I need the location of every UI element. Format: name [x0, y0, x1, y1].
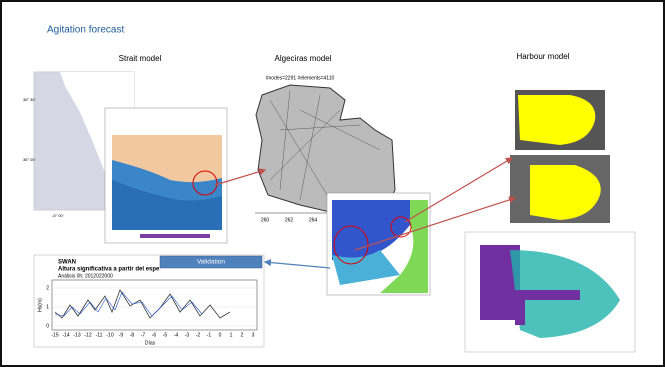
- mesh-annotation: #nodes=2291 #elements=4110: [266, 75, 335, 81]
- chart-title: SWAN: [58, 260, 76, 266]
- chart-subtitle: Altura significativa a partir del espe: [58, 267, 160, 273]
- chart-analysis: Análisis 0h: 2012022000: [58, 273, 113, 279]
- x-tick-label: -12: [84, 332, 91, 338]
- x-tick-label: -3: [185, 332, 190, 338]
- x-tick-label: -8: [130, 332, 135, 338]
- strait-map: 36° 30' 36° 00' -6° 00': [23, 71, 228, 244]
- y-tick-label: 1: [46, 304, 49, 310]
- harbour-images: [464, 90, 636, 353]
- x-tick-label: 3: [252, 332, 255, 338]
- x-tick-label: -6: [152, 332, 157, 338]
- y-tick-label: 2: [46, 285, 49, 291]
- bay-image: [326, 192, 431, 296]
- x-label: Días: [145, 340, 156, 346]
- x-tick-label: -11: [96, 332, 103, 338]
- panel-label: Algeciras model: [275, 54, 332, 63]
- slide-title: Agitation forecast: [47, 25, 124, 36]
- mesh-tick: 262: [285, 217, 294, 223]
- lat-label: 36° 30': [23, 97, 36, 102]
- x-tick-label: 0: [219, 332, 222, 338]
- x-tick-label: -15: [51, 332, 58, 338]
- x-tick-label: -2: [196, 332, 201, 338]
- x-tick-label: 1: [230, 332, 233, 338]
- x-tick-label: -13: [73, 332, 80, 338]
- x-tick-label: 2: [241, 332, 244, 338]
- validation-button[interactable]: [159, 255, 263, 269]
- x-tick-label: -4: [174, 332, 179, 338]
- x-tick-label: -7: [141, 332, 146, 338]
- panel-label: Strait model: [119, 54, 162, 63]
- arrows: [214, 157, 517, 269]
- mesh-image: #nodes=2291 #elements=4110 260 262 264: [255, 75, 396, 223]
- y-label: Hs(m): [37, 298, 43, 312]
- x-tick-label: -14: [62, 332, 69, 338]
- panel-label: Harbour model: [517, 52, 570, 61]
- y-tick-label: 0: [46, 323, 49, 329]
- validation-button-label: Validation: [197, 259, 225, 266]
- mesh-tick: 260: [261, 217, 270, 223]
- x-tick-label: -1: [207, 332, 212, 338]
- validation-chart: SWAN Altura significativa a partir del e…: [33, 254, 265, 348]
- x-tick-label: -10: [106, 332, 113, 338]
- x-tick-label: -9: [119, 332, 124, 338]
- mesh-tick: 264: [309, 217, 318, 223]
- lon-label: -6° 00': [52, 213, 64, 218]
- x-tick-label: -5: [163, 332, 168, 338]
- lat-label: 36° 00': [23, 157, 36, 162]
